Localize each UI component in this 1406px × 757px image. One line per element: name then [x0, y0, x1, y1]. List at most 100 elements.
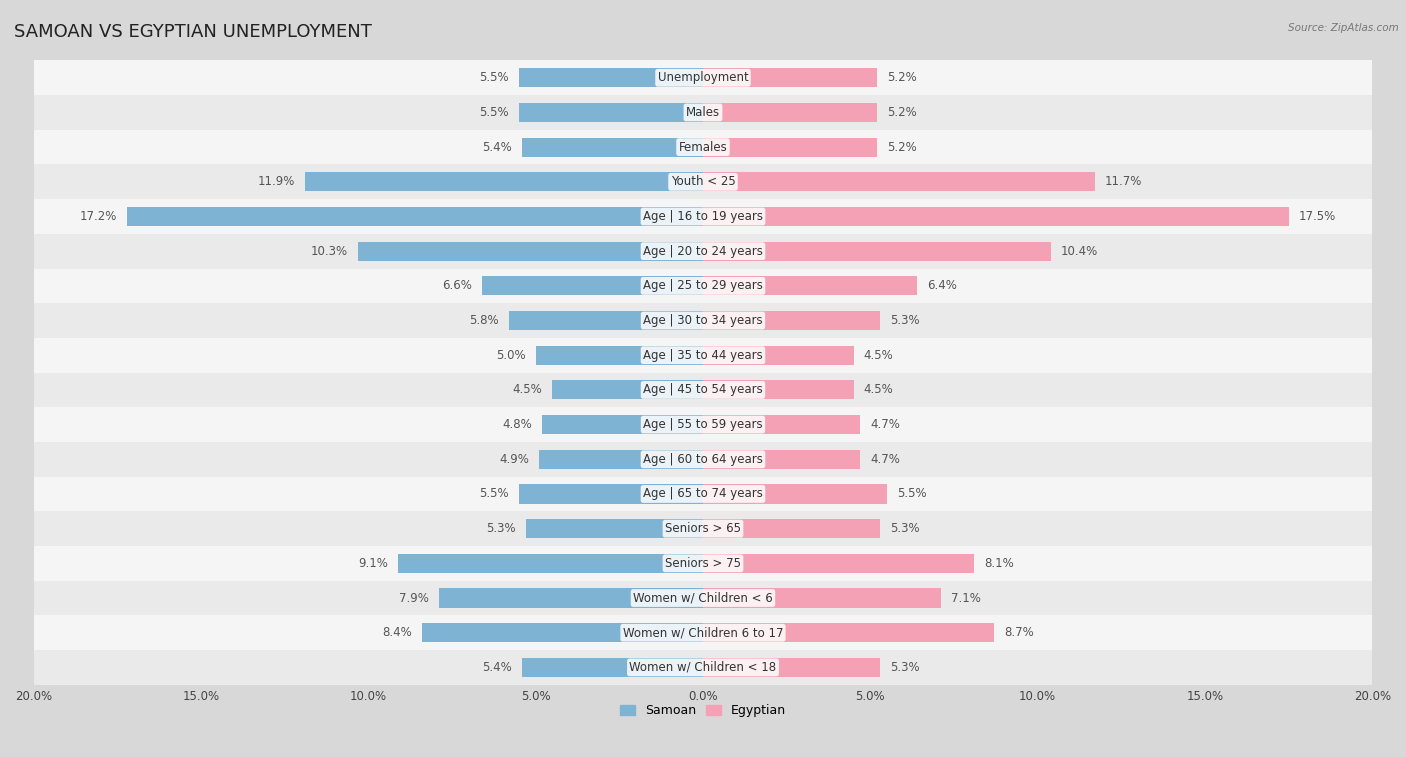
Text: 4.7%: 4.7% [870, 453, 900, 466]
Text: 11.7%: 11.7% [1105, 176, 1142, 188]
Text: 10.4%: 10.4% [1062, 245, 1098, 257]
Text: 9.1%: 9.1% [359, 557, 388, 570]
Bar [34, 129, 1372, 164]
Bar [482, 276, 703, 295]
Bar [509, 311, 703, 330]
Bar [34, 164, 1372, 199]
Bar [34, 269, 1372, 304]
Text: 8.1%: 8.1% [984, 557, 1014, 570]
Text: 8.7%: 8.7% [1004, 626, 1033, 639]
Bar [34, 650, 1372, 685]
Bar [703, 484, 887, 503]
Text: Age | 45 to 54 years: Age | 45 to 54 years [643, 384, 763, 397]
Text: SAMOAN VS EGYPTIAN UNEMPLOYMENT: SAMOAN VS EGYPTIAN UNEMPLOYMENT [14, 23, 373, 41]
Bar [703, 588, 941, 608]
Bar [543, 415, 703, 435]
Text: 6.6%: 6.6% [441, 279, 472, 292]
Bar [703, 554, 974, 573]
Bar [536, 346, 703, 365]
Bar [703, 138, 877, 157]
Bar [519, 103, 703, 122]
Bar [398, 554, 703, 573]
Text: 4.9%: 4.9% [499, 453, 529, 466]
Text: 7.9%: 7.9% [399, 591, 429, 605]
Bar [34, 338, 1372, 372]
Text: 5.3%: 5.3% [890, 661, 920, 674]
Bar [703, 623, 994, 642]
Text: Females: Females [679, 141, 727, 154]
Bar [519, 68, 703, 87]
Text: Unemployment: Unemployment [658, 71, 748, 84]
Text: 4.7%: 4.7% [870, 418, 900, 431]
Text: Age | 20 to 24 years: Age | 20 to 24 years [643, 245, 763, 257]
Text: Women w/ Children 6 to 17: Women w/ Children 6 to 17 [623, 626, 783, 639]
Bar [522, 138, 703, 157]
Text: Age | 30 to 34 years: Age | 30 to 34 years [643, 314, 763, 327]
Bar [34, 511, 1372, 546]
Text: 5.4%: 5.4% [482, 141, 512, 154]
Bar [553, 380, 703, 400]
Text: 10.3%: 10.3% [311, 245, 349, 257]
Bar [128, 207, 703, 226]
Bar [703, 207, 1289, 226]
Bar [703, 276, 917, 295]
Text: 4.5%: 4.5% [513, 384, 543, 397]
Text: Males: Males [686, 106, 720, 119]
Text: 5.0%: 5.0% [496, 349, 526, 362]
Text: Youth < 25: Youth < 25 [671, 176, 735, 188]
Text: Women w/ Children < 18: Women w/ Children < 18 [630, 661, 776, 674]
Text: 17.2%: 17.2% [80, 210, 117, 223]
Bar [519, 484, 703, 503]
Bar [34, 372, 1372, 407]
Text: 5.5%: 5.5% [479, 488, 509, 500]
Bar [522, 658, 703, 677]
Text: 5.5%: 5.5% [479, 106, 509, 119]
Text: Age | 65 to 74 years: Age | 65 to 74 years [643, 488, 763, 500]
Bar [703, 450, 860, 469]
Text: 5.5%: 5.5% [897, 488, 927, 500]
Bar [703, 415, 860, 435]
Text: 5.8%: 5.8% [470, 314, 499, 327]
Bar [422, 623, 703, 642]
Text: 5.2%: 5.2% [887, 106, 917, 119]
Text: 5.5%: 5.5% [479, 71, 509, 84]
Text: Age | 55 to 59 years: Age | 55 to 59 years [643, 418, 763, 431]
Bar [34, 546, 1372, 581]
Bar [34, 61, 1372, 95]
Text: 6.4%: 6.4% [928, 279, 957, 292]
Bar [703, 173, 1095, 192]
Text: Women w/ Children < 6: Women w/ Children < 6 [633, 591, 773, 605]
Bar [34, 304, 1372, 338]
Bar [703, 519, 880, 538]
Bar [34, 199, 1372, 234]
Bar [703, 380, 853, 400]
Text: 11.9%: 11.9% [257, 176, 295, 188]
Bar [34, 442, 1372, 477]
Bar [439, 588, 703, 608]
Text: Age | 60 to 64 years: Age | 60 to 64 years [643, 453, 763, 466]
Bar [538, 450, 703, 469]
Bar [34, 477, 1372, 511]
Bar [34, 581, 1372, 615]
Text: 5.4%: 5.4% [482, 661, 512, 674]
Text: Age | 16 to 19 years: Age | 16 to 19 years [643, 210, 763, 223]
Text: 5.3%: 5.3% [890, 314, 920, 327]
Bar [703, 658, 880, 677]
Text: 5.3%: 5.3% [890, 522, 920, 535]
Bar [526, 519, 703, 538]
Text: 17.5%: 17.5% [1299, 210, 1336, 223]
Bar [703, 346, 853, 365]
Text: Seniors > 65: Seniors > 65 [665, 522, 741, 535]
Text: Seniors > 75: Seniors > 75 [665, 557, 741, 570]
Text: 4.5%: 4.5% [863, 384, 893, 397]
Text: Age | 35 to 44 years: Age | 35 to 44 years [643, 349, 763, 362]
Bar [34, 615, 1372, 650]
Text: 4.5%: 4.5% [863, 349, 893, 362]
Text: 8.4%: 8.4% [382, 626, 412, 639]
Legend: Samoan, Egyptian: Samoan, Egyptian [614, 699, 792, 722]
Bar [359, 241, 703, 260]
Text: Source: ZipAtlas.com: Source: ZipAtlas.com [1288, 23, 1399, 33]
Text: 5.3%: 5.3% [486, 522, 516, 535]
Text: 4.8%: 4.8% [502, 418, 533, 431]
Text: 7.1%: 7.1% [950, 591, 980, 605]
